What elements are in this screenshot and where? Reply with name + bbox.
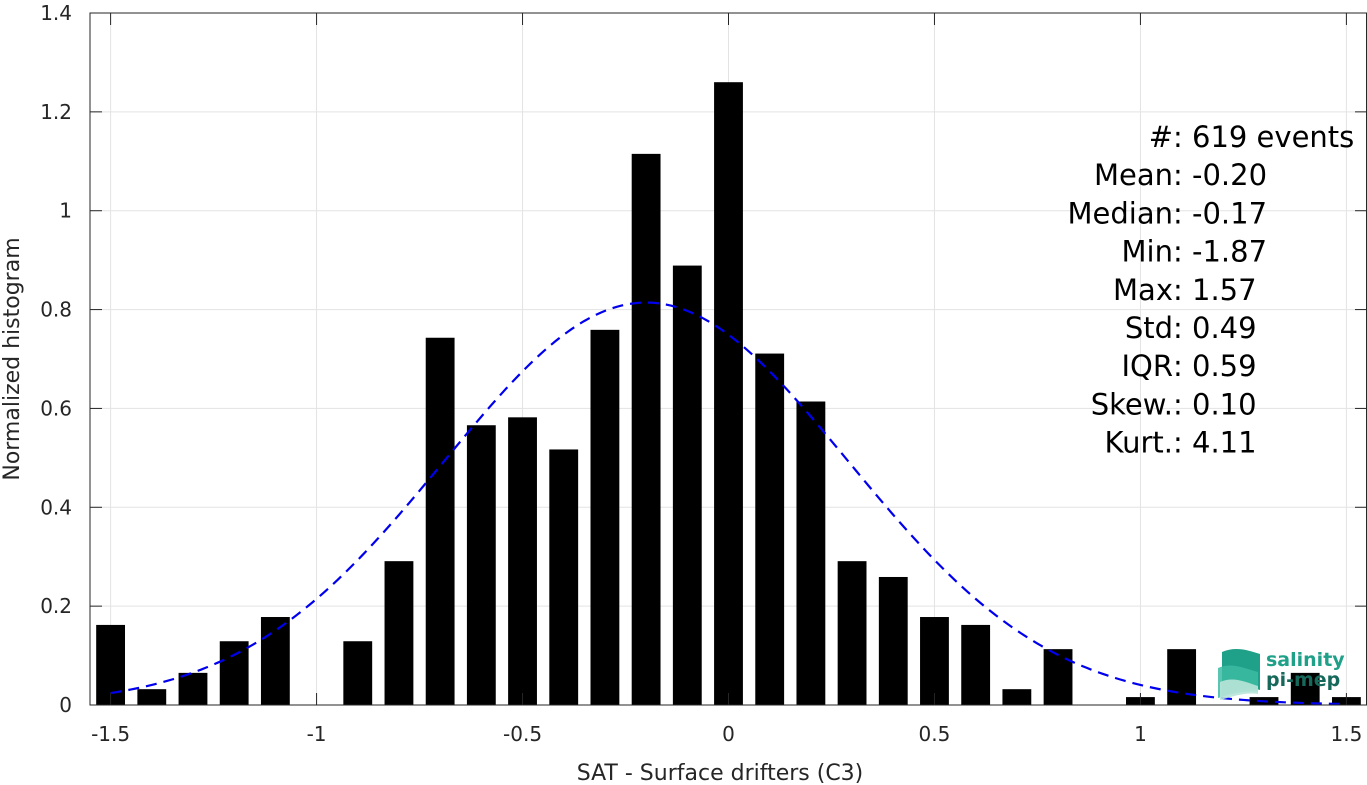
x-tick-label-4: 0.5 <box>919 722 951 746</box>
histogram-bar-7 <box>384 561 414 705</box>
x-tick-label-3: 0 <box>722 722 735 746</box>
stat-label-2: Median <box>1068 196 1173 230</box>
histogram-bar-19 <box>878 576 908 705</box>
wave-logo-icon <box>1218 648 1260 700</box>
stat-value-8: : 4.11 <box>1173 426 1257 460</box>
stat-label-4: Max <box>1113 273 1173 307</box>
y-axis-label: Normalized histogram <box>0 237 25 480</box>
stat-label-7: Skew. <box>1091 387 1173 421</box>
x-tick-label-0: -1.5 <box>91 722 130 746</box>
x-axis-label: SAT - Surface drifters (C3) <box>577 761 864 785</box>
stat-label-1: Mean <box>1094 158 1173 192</box>
histogram-bar-3 <box>219 641 249 705</box>
histogram-bar-15 <box>714 82 743 705</box>
histogram-bar-20 <box>920 617 949 705</box>
histogram-bar-29 <box>1290 672 1320 705</box>
histogram-bar-6 <box>343 641 373 705</box>
stat-value-0: : 619 events <box>1173 120 1354 154</box>
salinity-pi-mep-logo: salinity pi-mep <box>1218 648 1345 700</box>
axis-ticks <box>90 12 1367 706</box>
y-tick-label-1: 0.2 <box>40 594 72 618</box>
histogram-bar-11 <box>549 449 579 705</box>
stat-value-2: : -0.17 <box>1173 196 1267 230</box>
x-tick-label-2: -0.5 <box>503 722 542 746</box>
histogram-bar-21 <box>961 624 991 705</box>
x-tick-labels: -1.5 -1 -0.5 0 0.5 1 1.5 <box>91 722 1362 746</box>
histogram-bar-8 <box>425 337 455 705</box>
y-tick-label-6: 1.2 <box>40 100 72 124</box>
histogram-bar-23 <box>1043 649 1073 705</box>
histogram-bar-1 <box>137 689 167 705</box>
histogram-bar-17 <box>796 401 826 705</box>
stat-value-1: : -0.20 <box>1173 158 1267 192</box>
histogram-bar-12 <box>590 329 620 705</box>
y-tick-label-4: 0.8 <box>40 298 72 322</box>
histogram-bar-18 <box>837 561 867 705</box>
stat-value-5: : 0.49 <box>1173 311 1257 345</box>
stat-value-3: : -1.87 <box>1173 235 1267 269</box>
histogram-bar-9 <box>466 425 496 705</box>
histogram-bar-13 <box>631 153 661 705</box>
x-tick-label-6: 1.5 <box>1330 722 1362 746</box>
histogram-bar-4 <box>260 617 290 705</box>
logo-text-pi-mep: pi-mep <box>1266 669 1340 691</box>
stat-value-6: : 0.59 <box>1173 349 1257 383</box>
y-tick-label-5: 1 <box>59 199 72 223</box>
histogram-bar-14 <box>672 265 702 705</box>
y-tick-label-0: 0 <box>59 693 72 717</box>
stat-value-4: : 1.57 <box>1173 273 1257 307</box>
x-tick-label-5: 1 <box>1134 722 1147 746</box>
stat-value-7: : 0.10 <box>1173 387 1257 421</box>
bars <box>96 82 1361 705</box>
y-tick-label-7: 1.4 <box>40 1 72 25</box>
stat-label-6: IQR <box>1121 349 1173 383</box>
stat-label-3: Min <box>1122 235 1173 269</box>
stat-label-8: Kurt. <box>1105 426 1173 460</box>
y-tick-labels: 0 0.2 0.4 0.6 0.8 1 1.2 1.4 <box>40 1 72 717</box>
logo-text-salinity: salinity <box>1266 649 1345 671</box>
histogram-bar-16 <box>755 353 785 705</box>
stat-label-0: # <box>1149 120 1173 154</box>
stat-label-5: Std <box>1125 311 1173 345</box>
normal-fit-curve <box>110 301 1347 706</box>
histogram-bar-22 <box>1002 689 1032 705</box>
y-tick-label-2: 0.4 <box>40 495 72 519</box>
histogram-bar-26 <box>1167 649 1197 705</box>
y-tick-label-3: 0.6 <box>40 396 72 420</box>
histogram-bar-10 <box>508 417 537 705</box>
histogram-bar-2 <box>178 672 208 705</box>
x-tick-label-1: -1 <box>307 722 327 746</box>
